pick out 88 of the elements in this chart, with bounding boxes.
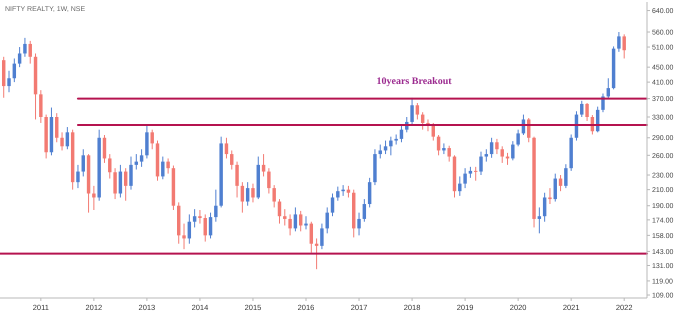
candlestick <box>39 90 43 124</box>
candlestick <box>596 106 600 133</box>
candlestick <box>60 132 64 151</box>
candlestick <box>150 129 154 150</box>
candlestick <box>506 152 510 166</box>
candlestick <box>384 140 388 155</box>
candlestick <box>564 164 568 189</box>
candlestick <box>400 126 404 143</box>
candlestick <box>346 185 350 198</box>
candlestick <box>240 182 244 214</box>
candlestick <box>378 144 382 159</box>
candlestick <box>294 206 298 232</box>
candlestick <box>606 78 610 100</box>
candlestick <box>55 112 58 143</box>
candlestick <box>357 212 361 236</box>
candlestick <box>580 100 584 118</box>
candlestick <box>18 46 22 68</box>
candlestick <box>134 154 138 170</box>
candlestick <box>66 126 70 150</box>
candlestick <box>362 198 366 222</box>
candlestick <box>325 206 329 234</box>
candlestick <box>198 210 202 224</box>
candlestick <box>161 156 165 180</box>
candlestick <box>436 134 440 156</box>
candlestick <box>484 148 488 162</box>
candlestick <box>468 166 472 178</box>
candlestick <box>500 146 504 164</box>
candlestick <box>214 189 218 222</box>
candlestick <box>166 158 170 174</box>
candlestick <box>420 112 424 130</box>
candlestick <box>12 58 16 83</box>
candlestick <box>145 126 149 159</box>
candlestick <box>416 102 420 120</box>
candlestick <box>204 214 207 242</box>
candlestick <box>140 148 144 168</box>
candlestick <box>463 168 467 189</box>
candlestick <box>336 186 340 202</box>
candlestick <box>298 210 302 232</box>
candlestick <box>538 206 542 234</box>
annotation: 10years Breakout <box>376 76 452 87</box>
candlestick <box>304 216 308 230</box>
candlestick <box>389 136 393 156</box>
candlestick <box>527 117 530 143</box>
candlestick <box>92 185 96 211</box>
candlestick <box>188 214 192 244</box>
candlestick <box>272 184 276 208</box>
candlestick <box>516 129 520 147</box>
candlestick <box>341 184 345 196</box>
candlestick <box>585 102 589 122</box>
candlestick <box>76 164 80 189</box>
candlestick <box>574 110 578 142</box>
candlestick <box>283 208 287 226</box>
candlestick <box>368 177 372 208</box>
candlestick <box>23 37 27 58</box>
candlestick <box>310 221 314 254</box>
candlestick <box>617 32 621 52</box>
candlestick <box>442 142 446 155</box>
candlestick <box>251 183 255 203</box>
candlestick <box>230 150 234 170</box>
candlestick <box>224 137 228 159</box>
candlestick <box>511 140 515 161</box>
candlestick <box>262 154 266 177</box>
candlestick <box>490 137 494 158</box>
candlestick <box>246 182 250 206</box>
candlestick <box>495 138 499 155</box>
candlestick <box>108 154 112 180</box>
candlestick <box>314 238 318 270</box>
candlestick <box>554 173 557 202</box>
candlestick <box>28 40 32 64</box>
candlestick <box>474 166 478 182</box>
candlestick <box>113 168 117 200</box>
candlestick <box>288 214 292 236</box>
candlestick <box>447 145 451 162</box>
candlestick <box>542 192 546 222</box>
candlestick <box>118 164 122 198</box>
candlestick <box>208 212 212 239</box>
candlestick <box>622 34 626 59</box>
candlestick <box>558 174 562 192</box>
candlestick <box>235 161 239 198</box>
candlestick <box>394 134 398 146</box>
candlestick <box>192 208 196 228</box>
candlestick <box>82 148 85 177</box>
candlestick <box>267 168 271 194</box>
candlestick <box>320 223 324 250</box>
candlestick <box>124 168 128 202</box>
candlestick <box>548 188 552 205</box>
candlestick <box>410 97 414 125</box>
candlestick <box>458 176 462 196</box>
